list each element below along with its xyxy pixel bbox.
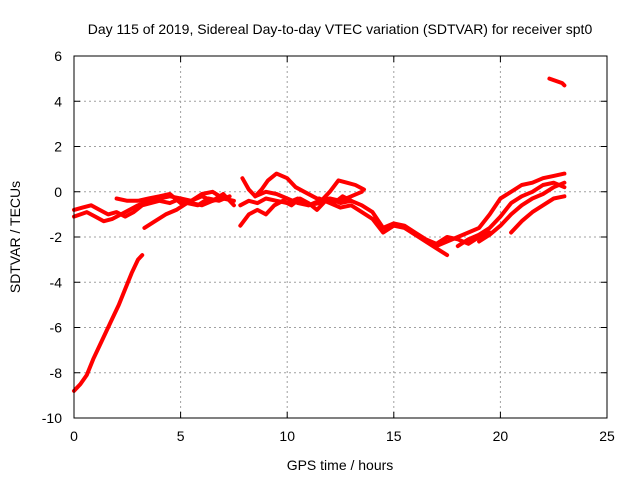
x-tick-label: 0: [70, 428, 78, 444]
y-tick-label: -6: [50, 320, 63, 336]
series-trace-5: [142, 194, 232, 230]
series-trace-13: [477, 180, 567, 244]
y-axis-label: SDTVAR / TECUs: [7, 181, 23, 293]
y-tick-label: -2: [50, 229, 63, 245]
x-tick-label: 25: [599, 428, 615, 444]
y-tick-label: 0: [54, 184, 62, 200]
y-tick-label: -8: [50, 365, 63, 381]
series-trace-14: [509, 194, 567, 235]
axes: 0 5 10 15 20 25 -10 -8 -6 -4 -2 0 2 4 6: [42, 48, 615, 444]
series-group: [72, 76, 567, 393]
grid: [74, 56, 607, 418]
y-tick-label: -4: [50, 274, 63, 290]
series-trace-15: [547, 76, 567, 88]
series-trace-10: [317, 196, 450, 258]
series-trace-1: [72, 253, 145, 393]
y-tick-label: 4: [54, 93, 62, 109]
x-tick-label: 5: [177, 428, 185, 444]
chart-title: Day 115 of 2019, Sidereal Day-to-day VTE…: [88, 21, 593, 37]
y-tick-label: -10: [42, 410, 62, 426]
x-tick-label: 20: [493, 428, 509, 444]
y-tick-label: 6: [54, 48, 62, 64]
series-trace-12: [455, 180, 567, 249]
x-tick-label: 15: [386, 428, 402, 444]
x-axis-label: GPS time / hours: [287, 457, 394, 473]
series-trace-11: [434, 171, 567, 249]
series-trace-9: [253, 189, 492, 246]
y-tick-label: 2: [54, 139, 62, 155]
x-tick-label: 10: [279, 428, 295, 444]
